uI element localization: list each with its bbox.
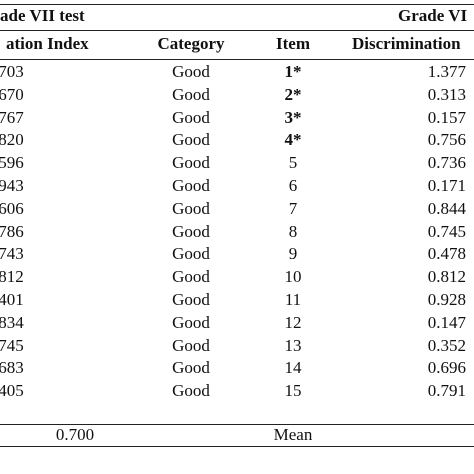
category-cell: Good: [172, 381, 210, 400]
category-cell: Good: [172, 336, 210, 355]
discrimination-index-left-cell: .596: [0, 153, 24, 172]
mean-label: Mean: [273, 425, 313, 444]
item-cell: 8: [288, 222, 298, 241]
item-cell: 2*: [284, 85, 302, 104]
discrimination-index-left-cell: .786: [0, 222, 24, 241]
group-header-rule: [0, 30, 474, 31]
discrimination-index-left-cell: .670: [0, 85, 24, 104]
discrimination-index-right-cell: 0.352: [427, 336, 466, 355]
group-header-left: ade VII test: [0, 6, 85, 25]
group-header-right: Grade VI: [398, 6, 468, 25]
top-rule: [0, 4, 474, 5]
discrimination-index-left-cell: .606: [0, 199, 24, 218]
category-cell: Good: [172, 176, 210, 195]
item-cell: 15: [284, 381, 302, 400]
discrimination-index-left-cell: .745: [0, 336, 24, 355]
item-cell: 5: [288, 153, 298, 172]
discrimination-index-right-cell: 0.812: [427, 267, 466, 286]
discrimination-index-left-cell: .703: [0, 62, 24, 81]
category-cell: Good: [172, 199, 210, 218]
discrimination-index-right-cell: 0.844: [427, 199, 466, 218]
category-cell: Good: [172, 85, 210, 104]
category-cell: Good: [172, 222, 210, 241]
discrimination-index-left-cell: .401: [0, 290, 24, 309]
discrimination-index-left-cell: .820: [0, 130, 24, 149]
item-cell: 11: [284, 290, 302, 309]
discrimination-index-right-cell: 0.928: [427, 290, 466, 309]
item-cell: 13: [284, 336, 302, 355]
discrimination-index-right-cell: 0.171: [427, 176, 466, 195]
category-cell: Good: [172, 108, 210, 127]
item-cell: 14: [284, 358, 302, 377]
item-cell: 7: [288, 199, 298, 218]
category-cell: Good: [172, 244, 210, 263]
category-cell: Good: [172, 62, 210, 81]
item-cell: 10: [284, 267, 302, 286]
discrimination-index-right-cell: 1.377: [427, 62, 466, 81]
mean-value-left: 0.700: [55, 425, 95, 444]
category-cell: Good: [172, 153, 210, 172]
category-cell: Good: [172, 313, 210, 332]
discrimination-index-right-cell: 0.313: [427, 85, 466, 104]
discrimination-index-right-cell: 0.736: [427, 153, 466, 172]
item-cell: 6: [288, 176, 298, 195]
item-cell: 12: [284, 313, 302, 332]
bottom-rule: [0, 446, 474, 447]
category-cell: Good: [172, 358, 210, 377]
discrimination-index-left-cell: .834: [0, 313, 24, 332]
mean-rule: [0, 424, 474, 425]
discrimination-index-right-cell: 0.791: [427, 381, 466, 400]
column-header-item: Item: [276, 34, 310, 53]
category-cell: Good: [172, 130, 210, 149]
column-header-category: Category: [157, 34, 225, 53]
discrimination-index-right-cell: 0.157: [427, 108, 466, 127]
item-cell: 3*: [284, 108, 302, 127]
discrimination-index-right-cell: 0.756: [427, 130, 466, 149]
column-header-rule: [0, 59, 474, 60]
category-cell: Good: [172, 267, 210, 286]
discrimination-index-left-cell: .812: [0, 267, 24, 286]
category-cell: Good: [172, 290, 210, 309]
discrimination-index-right-cell: 0.478: [427, 244, 466, 263]
discrimination-index-right-cell: 0.745: [427, 222, 466, 241]
discrimination-index-left-cell: .943: [0, 176, 24, 195]
item-cell: 9: [288, 244, 298, 263]
discrimination-index-right-cell: 0.696: [427, 358, 466, 377]
column-header-discrimination-index-left: ation Index: [6, 34, 89, 53]
discrimination-index-left-cell: .743: [0, 244, 24, 263]
discrimination-index-left-cell: .405: [0, 381, 24, 400]
discrimination-index-left-cell: .767: [0, 108, 24, 127]
column-header-discrimination-index-right: Discrimination: [352, 34, 461, 53]
discrimination-index-right-cell: 0.147: [427, 313, 466, 332]
item-cell: 4*: [284, 130, 302, 149]
discrimination-index-left-cell: .683: [0, 358, 24, 377]
item-cell: 1*: [284, 62, 302, 81]
